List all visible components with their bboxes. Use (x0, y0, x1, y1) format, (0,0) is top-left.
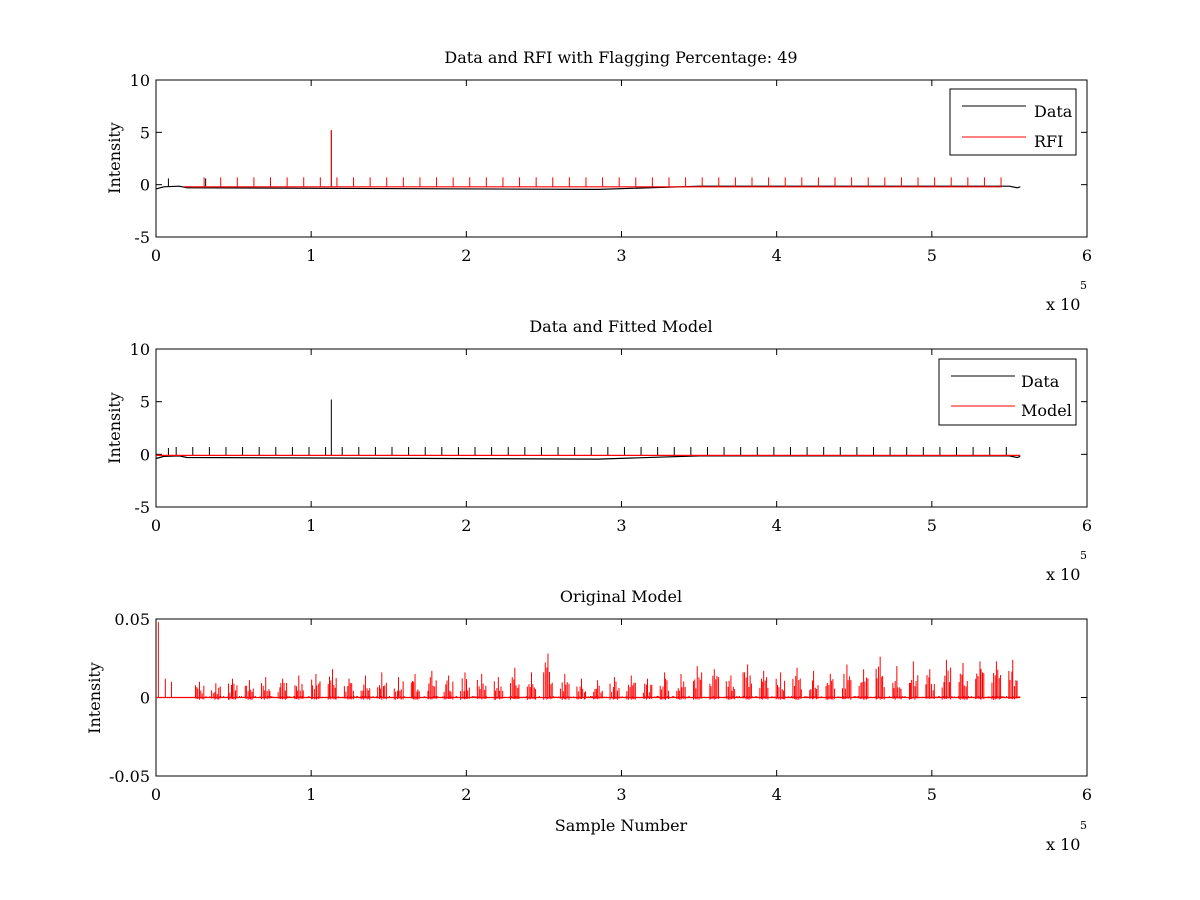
panel-3: Original Model Intensity 0 1 2 3 4 5 6-0.0500.… (85, 587, 1092, 854)
panel-3-title: Original Model (560, 587, 682, 606)
x-tick-label: 1 (306, 246, 316, 265)
series-line-data (155, 455, 1021, 460)
panel-3-xlabel: Sample Number (555, 816, 688, 835)
legend-label-data: Data (1034, 102, 1073, 121)
panel-2-x-multiplier: x 10 (1046, 565, 1080, 584)
y-tick-label: 5 (140, 393, 150, 412)
panel-2-legend: Data Model (938, 358, 1077, 426)
legend-label-model: Model (1021, 401, 1072, 420)
y-tick-label: 10 (130, 71, 150, 90)
x-tick-label: 0 (151, 516, 161, 535)
panel-1-x-multiplier: x 10 (1046, 295, 1080, 314)
panel-1-legend-box (949, 88, 1077, 156)
panel-3-ylabel: Intensity (85, 662, 104, 734)
y-tick-label: -5 (134, 228, 150, 247)
y-tick-label: 0.05 (114, 610, 150, 629)
x-tick-label: 6 (1082, 516, 1092, 535)
panel-2-legend-box (938, 358, 1077, 426)
panel-2: Data and Fitted Model Intensity 0 1 2 3 4 5 6 -… (105, 317, 1092, 584)
y-tick-label: -5 (134, 498, 150, 517)
y-tick-label: -0.05 (109, 767, 150, 786)
y-tick-label: 0 (140, 445, 150, 464)
y-tick-label: 0 (140, 176, 150, 195)
x-tick-label: 1 (306, 516, 316, 535)
x-tick-label: 2 (461, 516, 471, 535)
panel-2-plot (155, 399, 1021, 460)
y-tick-label: 5 (140, 123, 150, 142)
panel-1-plot (155, 130, 1021, 191)
x-tick-label: 2 (461, 246, 471, 265)
panel-1-ylabel: Intensity (105, 122, 124, 194)
panel-1-legend: Data RFI (949, 88, 1077, 156)
x-tick-label: 1 (306, 785, 316, 804)
x-tick-label: 3 (616, 516, 626, 535)
x-tick-label: 2 (461, 785, 471, 804)
panel-3-x-multiplier: x 10 (1046, 835, 1080, 854)
legend-label-rfi: RFI (1034, 132, 1063, 151)
x-tick-label: 4 (772, 246, 782, 265)
panel-1-title: Data and RFI with Flagging Percentage: 4… (444, 48, 797, 67)
panel-1: Data and RFI with Flagging Percentage: 4… (105, 48, 1092, 314)
series-line-data (155, 185, 1021, 191)
y-tick-label: 0 (140, 689, 150, 708)
x-tick-label: 5 (927, 246, 937, 265)
panel-2-ylabel: Intensity (105, 392, 124, 464)
axes-frame (155, 79, 1088, 238)
x-tick-label: 0 (151, 246, 161, 265)
x-tick-label: 4 (772, 785, 782, 804)
panel-1-x-exponent: 5 (1080, 279, 1087, 292)
panel-3-plot (156, 622, 1021, 700)
panel-2-title: Data and Fitted Model (529, 317, 712, 336)
x-tick-label: 6 (1082, 785, 1092, 804)
x-tick-label: 3 (616, 246, 626, 265)
x-tick-label: 5 (927, 785, 937, 804)
legend-label-data: Data (1021, 372, 1060, 391)
x-tick-label: 3 (616, 785, 626, 804)
x-tick-label: 5 (927, 516, 937, 535)
y-tick-label: 10 (130, 340, 150, 359)
panel-3-x-exponent: 5 (1080, 819, 1087, 832)
x-tick-label: 4 (772, 516, 782, 535)
x-tick-label: 0 (151, 785, 161, 804)
x-tick-label: 6 (1082, 246, 1092, 265)
panel-2-x-exponent: 5 (1080, 549, 1087, 562)
